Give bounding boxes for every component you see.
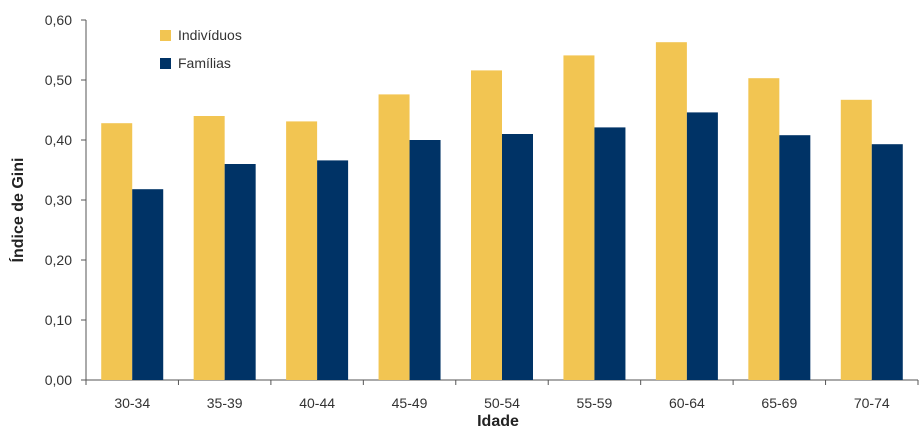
x-tick-label: 45-49: [392, 395, 428, 411]
y-tick-label: 0,30: [45, 192, 72, 208]
y-tick-label: 0,10: [45, 312, 72, 328]
legend-label: Indivíduos: [178, 27, 242, 43]
bar-familias: [871, 144, 903, 380]
bar-individuos: [193, 116, 225, 380]
x-tick-label: 55-59: [577, 395, 613, 411]
bar-individuos: [840, 99, 872, 381]
legend-label: Famílias: [178, 55, 231, 71]
x-tick-label: 50-54: [484, 395, 520, 411]
legend: Indivíduos Famílias: [160, 27, 242, 71]
x-axis: 30-34 35-39 40-44 45-49 50-54 55-59 60-64 65-69…: [85, 379, 919, 411]
x-tick-label: 70-74: [854, 395, 890, 411]
bar-individuos: [655, 42, 687, 380]
x-tick-label: 30-34: [114, 395, 150, 411]
x-tick-label: 60-64: [669, 395, 705, 411]
bar-familias: [686, 112, 718, 381]
y-axis-title: Índice de Gini: [8, 158, 27, 263]
x-axis-title: Idade: [477, 413, 519, 429]
bar-individuos: [748, 78, 780, 380]
bar-familias: [779, 135, 811, 380]
bar-familias: [132, 189, 164, 380]
bars: [101, 42, 903, 381]
y-axis: 0,00 0,10 0,20 0,30 0,40 0,50 0,60: [45, 12, 87, 388]
x-tick-label: 35-39: [207, 395, 243, 411]
legend-swatch: [160, 30, 171, 41]
y-tick-label: 0,50: [45, 72, 72, 88]
bar-familias: [224, 164, 256, 380]
x-tick-label: 40-44: [299, 395, 335, 411]
bar-familias: [502, 134, 533, 380]
legend-swatch: [160, 58, 171, 69]
x-tick-label: 65-69: [761, 395, 797, 411]
y-tick-label: 0,40: [45, 132, 72, 148]
bar-individuos: [286, 121, 318, 381]
bar-familias: [594, 127, 626, 381]
bar-individuos: [471, 70, 502, 381]
y-tick-label: 0,00: [45, 372, 72, 388]
bar-familias: [409, 140, 441, 380]
bar-individuos: [563, 55, 595, 381]
y-tick-label: 0,60: [45, 12, 72, 28]
bar-individuos: [378, 94, 410, 381]
y-tick-label: 0,20: [45, 252, 72, 268]
bar-individuos: [101, 123, 133, 380]
bar-familias: [317, 160, 349, 380]
